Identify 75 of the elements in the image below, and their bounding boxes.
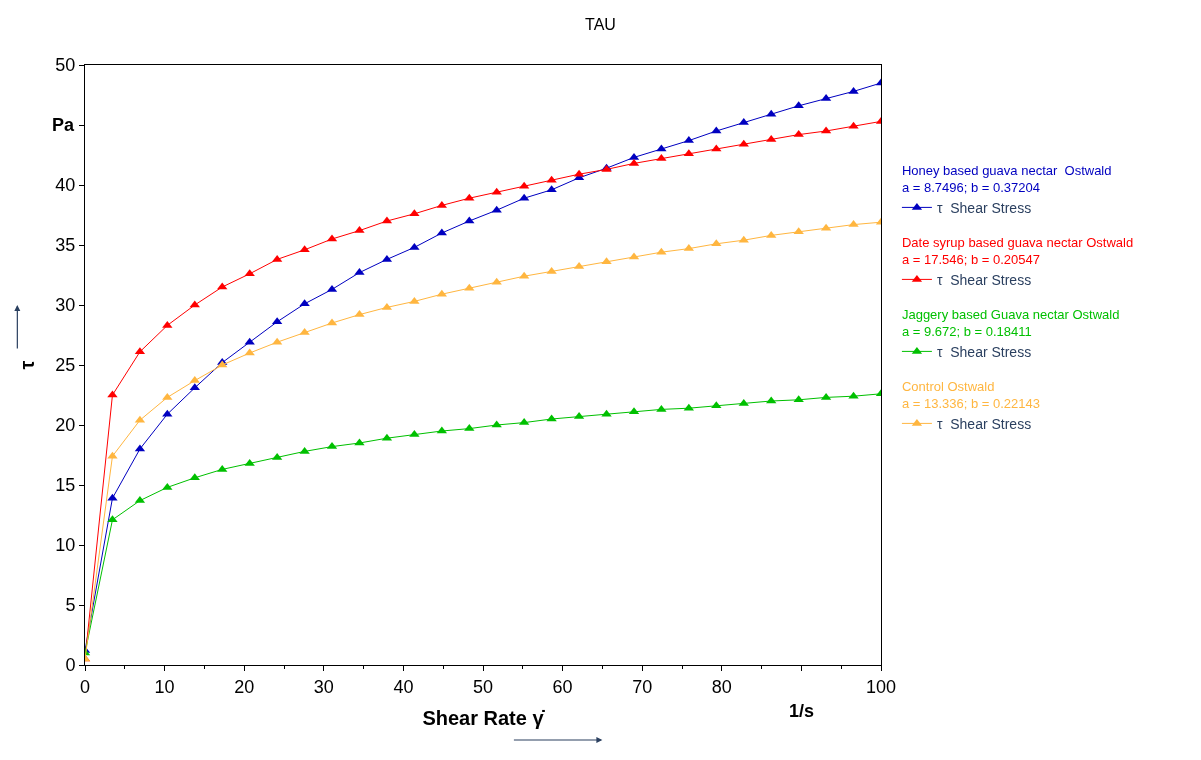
point bbox=[793, 227, 804, 235]
point bbox=[738, 398, 749, 406]
y-tick-label: 40 bbox=[55, 175, 76, 196]
text: a = 9.672; b = 0.18411 bbox=[901, 323, 1032, 339]
point bbox=[409, 296, 420, 304]
x-tick-label: 50 bbox=[472, 676, 494, 697]
y-tick-label: 10 bbox=[55, 535, 76, 556]
point bbox=[217, 282, 228, 290]
point bbox=[162, 482, 173, 490]
text: Pa bbox=[52, 115, 76, 135]
point bbox=[793, 101, 804, 109]
point bbox=[107, 390, 118, 398]
y-tick-label: 5 bbox=[65, 595, 76, 616]
legend-label: τ Shear Stress bbox=[936, 415, 1032, 432]
text: Date syrup based guava nectar Ostwald bbox=[901, 235, 1134, 251]
point bbox=[162, 320, 173, 328]
point bbox=[711, 126, 722, 134]
y-tick-label: 30 bbox=[55, 295, 76, 316]
y-tick-label: 0 bbox=[65, 655, 76, 676]
text: a = 8.7496; b = 0.37204 bbox=[901, 179, 1040, 195]
point bbox=[848, 86, 859, 94]
legend-label: τ Shear Stress bbox=[936, 343, 1032, 360]
text: a = 13.336; b = 0.22143 bbox=[901, 395, 1040, 411]
y-tick-label: 25 bbox=[55, 355, 76, 376]
point bbox=[244, 269, 255, 277]
text: a = 17.546; b = 0.20547 bbox=[901, 251, 1040, 267]
point bbox=[601, 257, 612, 265]
text: Jaggery based Guava nectar Ostwald bbox=[901, 307, 1120, 323]
point bbox=[656, 404, 667, 412]
chart-title: TAU bbox=[585, 16, 616, 34]
x-tick-label: 60 bbox=[552, 676, 573, 697]
point bbox=[299, 299, 310, 307]
x-tick-label: 100 bbox=[865, 676, 897, 697]
y-tick-label: 50 bbox=[55, 55, 76, 76]
y-axis-title: τ bbox=[15, 360, 38, 370]
x-tick-label: 80 bbox=[711, 676, 732, 697]
text: 1/s bbox=[789, 701, 815, 721]
x-tick-label: 0 bbox=[79, 676, 91, 697]
point bbox=[244, 458, 255, 466]
point bbox=[189, 473, 200, 481]
point bbox=[766, 230, 777, 238]
point bbox=[793, 395, 804, 403]
x-axis-title: Shear Rate γ̇ bbox=[422, 707, 546, 730]
x-tick-label: 70 bbox=[632, 676, 653, 697]
x-tick-label: 20 bbox=[234, 676, 255, 697]
point bbox=[189, 383, 200, 391]
point bbox=[464, 216, 475, 224]
point bbox=[409, 209, 420, 217]
text: Honey based guava nectar Ostwald bbox=[901, 163, 1112, 179]
y-tick-label: 15 bbox=[55, 475, 76, 496]
point bbox=[299, 446, 310, 454]
x-tick-label: 40 bbox=[393, 676, 414, 697]
point bbox=[189, 300, 200, 308]
point bbox=[491, 420, 502, 428]
point bbox=[546, 185, 557, 193]
point bbox=[244, 348, 255, 356]
y-tick-label: 35 bbox=[55, 235, 76, 256]
point bbox=[409, 242, 420, 250]
legend-label: τ Shear Stress bbox=[936, 271, 1032, 288]
point bbox=[766, 396, 777, 404]
point bbox=[162, 392, 173, 400]
y-tick-label: 20 bbox=[55, 415, 76, 436]
x-tick-label: 30 bbox=[313, 676, 334, 697]
point bbox=[546, 266, 557, 274]
text: Control Ostwald bbox=[901, 379, 995, 395]
point bbox=[711, 401, 722, 409]
point bbox=[107, 515, 118, 523]
point bbox=[711, 239, 722, 247]
point bbox=[299, 245, 310, 253]
point bbox=[217, 464, 228, 472]
legend-label: τ Shear Stress bbox=[936, 199, 1032, 216]
x-tick-label: 10 bbox=[154, 676, 175, 697]
point bbox=[711, 144, 722, 152]
point bbox=[354, 438, 365, 446]
point bbox=[766, 134, 777, 142]
